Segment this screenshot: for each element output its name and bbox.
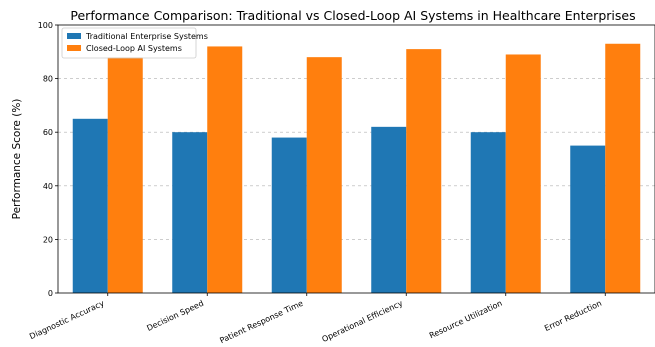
y-tick-label: 20 — [43, 235, 53, 244]
legend-entry: Closed-Loop AI Systems — [86, 44, 182, 53]
x-tick-label: Diagnostic Accuracy — [28, 299, 106, 342]
bar-closed-loop-1 — [207, 46, 243, 293]
y-axis-ticks: 0 20 40 60 80 100 — [38, 21, 58, 298]
bar-closed-loop-4 — [505, 54, 541, 294]
y-tick-label: 60 — [43, 128, 53, 137]
x-tick-label: Resource Utilization — [428, 299, 504, 341]
legend-box — [61, 27, 197, 59]
legend-swatch — [67, 33, 81, 39]
bar-closed-loop-2 — [306, 57, 342, 293]
y-axis-label: Performance Score (%) — [11, 99, 23, 220]
plot-frame — [57, 24, 655, 294]
gridlines — [58, 78, 655, 240]
bar-traditional-3 — [371, 126, 407, 293]
x-tick-label: Decision Speed — [145, 299, 205, 333]
bar-traditional-2 — [271, 137, 307, 293]
x-tick-label: Operational Efficiency — [321, 299, 405, 344]
x-axis-ticks: Diagnostic Accuracy Decision Speed Patient… — [28, 293, 606, 346]
y-tick-label: 80 — [43, 75, 53, 84]
y-tick-label: 0 — [48, 289, 53, 298]
bar-closed-loop-3 — [406, 49, 442, 294]
bar-traditional-0 — [72, 118, 108, 293]
bar-closed-loop-5 — [605, 43, 641, 294]
y-tick-label: 40 — [43, 182, 53, 191]
legend-swatch — [67, 45, 81, 51]
legend-entry: Traditional Enterprise Systems — [85, 32, 208, 41]
legend: Traditional Enterprise Systems Closed-Loo… — [61, 27, 208, 59]
bar-traditional-5 — [570, 145, 606, 293]
chart-title: Performance Comparison: Traditional vs C… — [70, 8, 635, 23]
bar-closed-loop-0 — [107, 57, 143, 293]
bar-traditional-4 — [470, 132, 506, 293]
bars — [72, 43, 641, 294]
y-tick-label: 100 — [38, 21, 53, 30]
x-tick-label: Patient Response Time — [218, 299, 304, 346]
bar-traditional-1 — [172, 132, 208, 293]
x-tick-label: Error Reduction — [543, 299, 603, 333]
